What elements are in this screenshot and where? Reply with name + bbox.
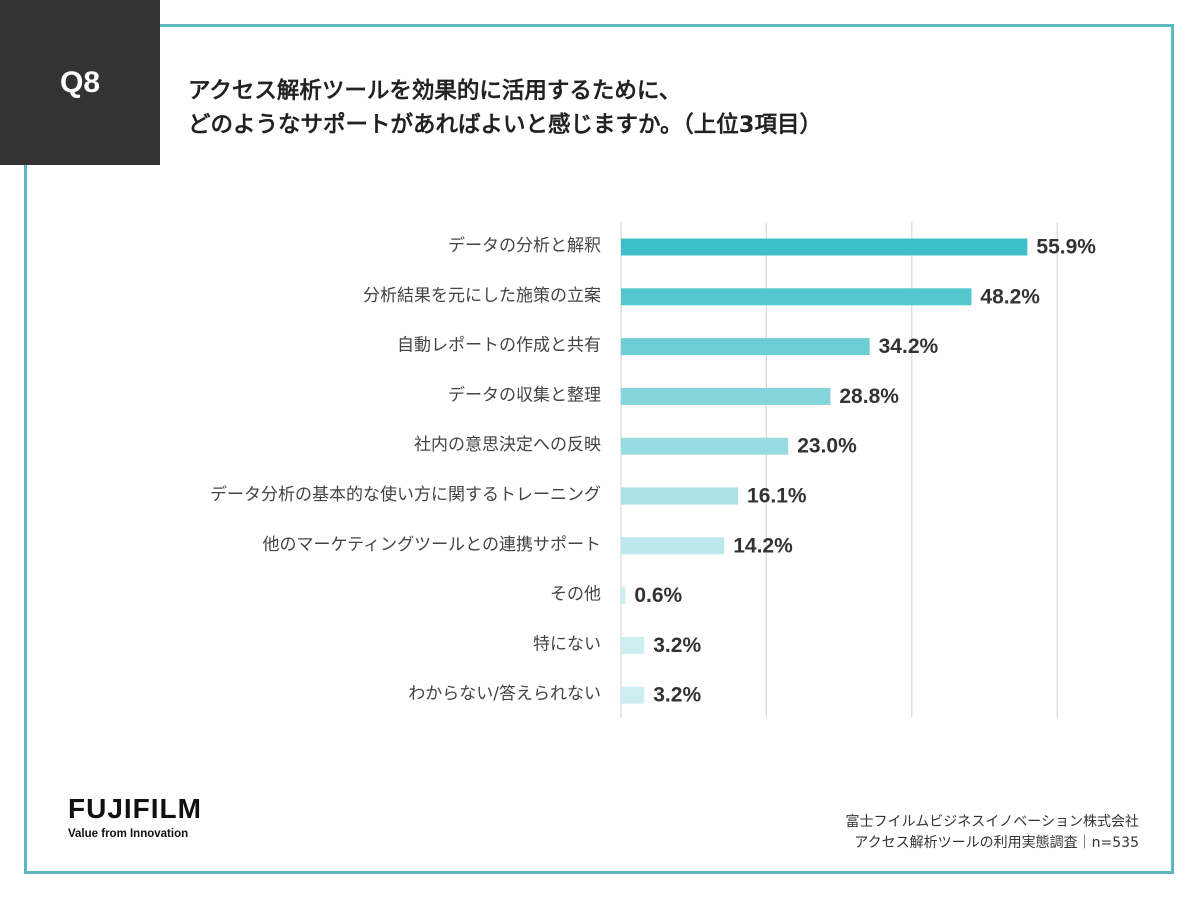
data-label: 0.6% [634, 584, 682, 607]
data-label: 14.2% [733, 534, 793, 557]
source-survey: アクセス解析ツールの利用実態調査｜n=535 [854, 835, 1139, 851]
category-label: データ分析の基本的な使い方に関するトレーニング [210, 484, 601, 505]
bar [621, 387, 831, 405]
category-label: その他 [550, 585, 601, 605]
category-label: 分析結果を元にした施策の立案 [363, 286, 601, 306]
logo-tagline: Value from Innovation [68, 828, 189, 840]
source-note: 富士フイルムビジネスイノベーション株式会社 アクセス解析ツールの利用実態調査｜n… [846, 812, 1139, 854]
category-label: 自動レポートの作成と共有 [397, 336, 601, 356]
bar [621, 437, 789, 455]
bar [621, 238, 1028, 256]
data-label: 3.2% [653, 634, 701, 657]
bar [621, 288, 972, 306]
logo-wordmark: FUJIFILM [68, 793, 202, 824]
category-label: 特にない [533, 634, 601, 654]
bar [621, 338, 870, 356]
source-company: 富士フイルムビジネスイノベーション株式会社 [845, 814, 1139, 830]
bar [621, 587, 626, 605]
data-label: 55.9% [1036, 236, 1096, 259]
data-label: 3.2% [653, 684, 701, 707]
title-line-1: アクセス解析ツールを効果的に活用するために、 [188, 78, 682, 104]
chart-frame [24, 24, 1174, 874]
data-label: 23.0% [797, 435, 857, 458]
data-label: 48.2% [980, 285, 1040, 308]
category-label: わからない/答えられない [408, 684, 601, 704]
category-label: データの分析と解釈 [448, 235, 601, 256]
bar [621, 487, 739, 505]
category-label: 社内の意思決定への反映 [414, 435, 601, 455]
bar [621, 636, 645, 654]
category-label: データの収集と整理 [448, 384, 601, 405]
chart-title: アクセス解析ツールを効果的に活用するために、 どのようなサポートがあればよいと感… [188, 74, 822, 142]
data-label: 34.2% [879, 335, 939, 358]
title-line-2: どのようなサポートがあればよいと感じますか。（上位3項目） [188, 112, 822, 138]
bar [621, 686, 645, 704]
category-label: 他のマーケティングツールとの連携サポート [263, 535, 601, 555]
bar [621, 537, 725, 555]
data-label: 28.8% [839, 385, 899, 408]
data-label: 16.1% [747, 485, 807, 508]
question-badge: Q8 [0, 0, 160, 165]
fujifilm-logo: FUJIFILM Value from Innovation [68, 795, 202, 842]
